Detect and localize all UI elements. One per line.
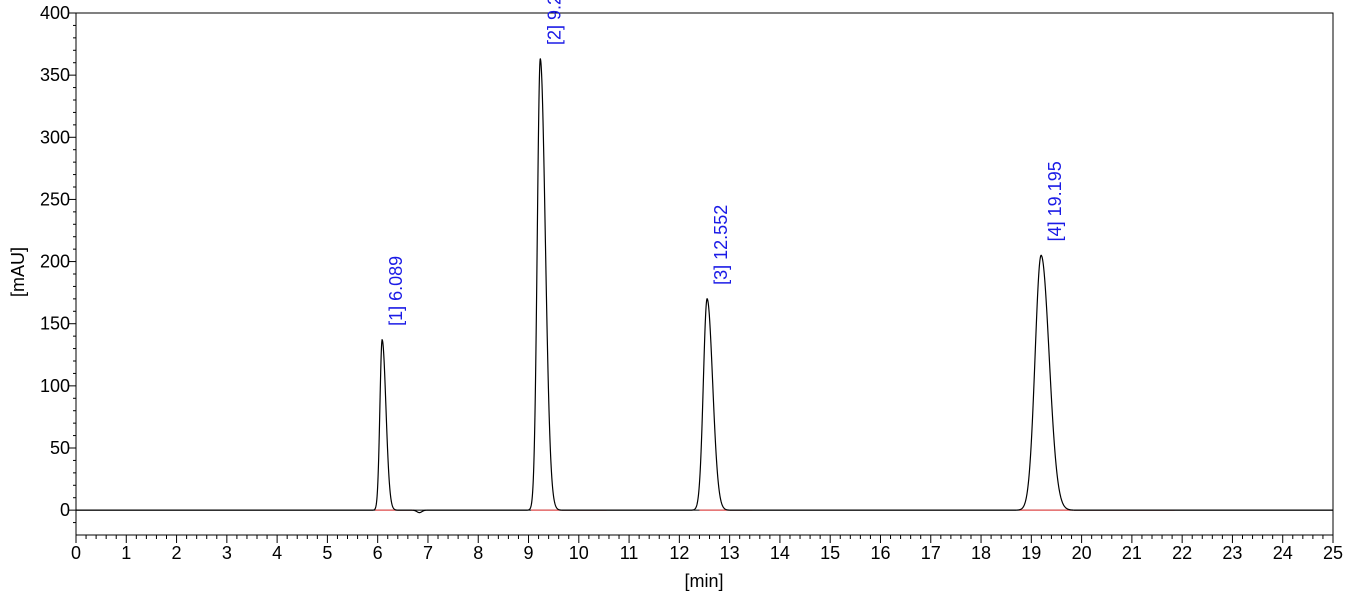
peak-label: [1] 6.089: [386, 256, 406, 326]
x-tick-label: 6: [373, 543, 383, 563]
trace-group: [76, 58, 1333, 514]
peak-label: [2] 9.234: [544, 0, 564, 45]
x-tick-label: 23: [1222, 543, 1242, 563]
peak-label: [4] 19.195: [1045, 161, 1065, 241]
x-tick-label: 14: [770, 543, 790, 563]
y-tick-label: 0: [60, 500, 70, 520]
x-tick-label: 15: [820, 543, 840, 563]
y-tick-label: 400: [40, 3, 70, 23]
x-axis: 0 1 2 3 4 5 6 7 8 9 10 11 12 13 14 15 16 17 18 19 20 21 22 23 24…: [71, 535, 1343, 563]
x-tick-label: 25: [1323, 543, 1343, 563]
peak-label: [3] 12.552: [711, 205, 731, 285]
x-axis-title: [min]: [684, 571, 723, 591]
y-axis-title: [mAU]: [8, 247, 28, 297]
plot-frame: [75, 12, 1334, 536]
peak-labels: [1] 6.089 [2] 9.234 [3] 12.552 [4] 19.195: [381, 0, 1065, 341]
y-tick-label: 200: [40, 252, 70, 272]
peak-apex: [539, 58, 541, 60]
y-tick-label: 300: [40, 127, 70, 147]
x-tick-label: 24: [1273, 543, 1293, 563]
y-tick-label: 350: [40, 65, 70, 85]
y-tick-label: 50: [50, 438, 70, 458]
y-tick-label: 250: [40, 189, 70, 209]
chromatogram-trace: [76, 58, 1333, 514]
x-tick-label: 10: [569, 543, 589, 563]
x-tick-label: 0: [71, 543, 81, 563]
x-tick-label: 5: [322, 543, 332, 563]
x-tick-label: 11: [620, 543, 639, 563]
x-tick-label: 8: [473, 543, 483, 563]
x-tick-label: 3: [222, 543, 232, 563]
peak-apex: [706, 298, 708, 300]
x-tick-label: 17: [921, 543, 941, 563]
x-tick-label: 22: [1172, 543, 1192, 563]
x-tick-label: 18: [971, 543, 991, 563]
x-tick-label: 13: [720, 543, 740, 563]
y-axis: 0 50 100 150 200 250 300 350 400: [40, 3, 1333, 524]
x-tick-label: 2: [172, 543, 182, 563]
x-tick-label: 21: [1122, 543, 1142, 563]
y-tick-label: 100: [40, 376, 70, 396]
x-tick-label: 1: [121, 543, 131, 563]
peak-apex: [1040, 254, 1042, 256]
x-tick-label: 4: [272, 543, 282, 563]
x-tick-label: 9: [524, 543, 534, 563]
x-tick-label: 20: [1072, 543, 1092, 563]
y-tick-label: 150: [40, 314, 70, 334]
x-tick-label: 12: [669, 543, 689, 563]
x-tick-label: 19: [1021, 543, 1041, 563]
x-tick-label: 16: [870, 543, 890, 563]
peak-apex: [381, 339, 383, 341]
x-tick-label: 7: [423, 543, 433, 563]
